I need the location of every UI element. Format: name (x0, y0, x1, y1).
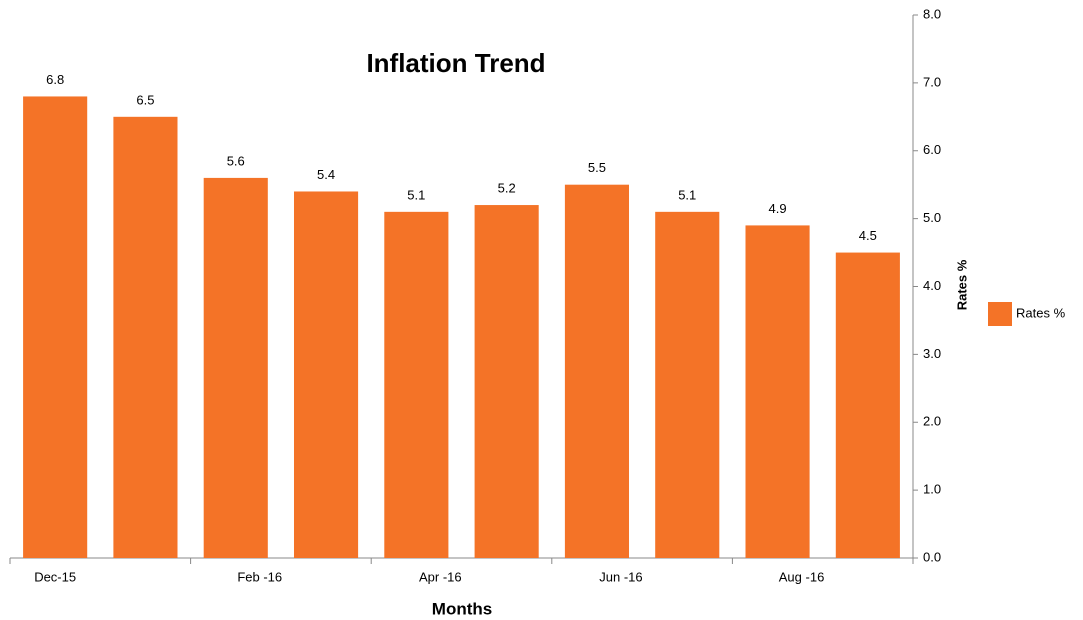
x-axis-title: Months (432, 599, 492, 618)
data-label: 5.6 (227, 153, 245, 168)
data-label: 5.2 (498, 180, 516, 195)
data-label: 6.8 (46, 72, 64, 87)
x-tick-label: Jun -16 (599, 569, 642, 584)
y-tick-label: 3.0 (923, 346, 941, 361)
x-tick-label: Dec-15 (34, 569, 76, 584)
chart-title: Inflation Trend (366, 48, 545, 78)
bar (113, 116, 178, 558)
data-label: 5.5 (588, 160, 606, 175)
y-tick-label: 4.0 (923, 278, 941, 293)
x-tick-label: Apr -16 (419, 569, 462, 584)
bar (835, 252, 900, 558)
data-label: 4.5 (859, 228, 877, 243)
y-tick-label: 1.0 (923, 482, 941, 497)
y-tick-label: 6.0 (923, 142, 941, 157)
data-label: 5.1 (678, 187, 696, 202)
y-axis-title: Rates % (954, 259, 969, 310)
bar (23, 96, 88, 558)
y-tick-label: 7.0 (923, 74, 941, 89)
y-tick-label: 0.0 (923, 549, 941, 564)
y-tick-label: 5.0 (923, 210, 941, 225)
data-label: 6.5 (136, 92, 154, 107)
bar (655, 211, 720, 558)
y-tick-label: 8.0 (923, 6, 941, 21)
data-label: 5.1 (407, 187, 425, 202)
data-label: 4.9 (769, 201, 787, 216)
bar (384, 211, 449, 558)
bar (293, 191, 359, 558)
y-tick-label: 2.0 (923, 414, 941, 429)
bar (745, 225, 810, 558)
x-tick-label: Aug -16 (779, 569, 825, 584)
legend-label: Rates % (1016, 305, 1066, 320)
legend-swatch (988, 302, 1012, 326)
bar (474, 205, 539, 559)
bar (203, 177, 268, 558)
data-label: 5.4 (317, 167, 335, 182)
bar (564, 184, 630, 558)
x-tick-label: Feb -16 (237, 569, 282, 584)
